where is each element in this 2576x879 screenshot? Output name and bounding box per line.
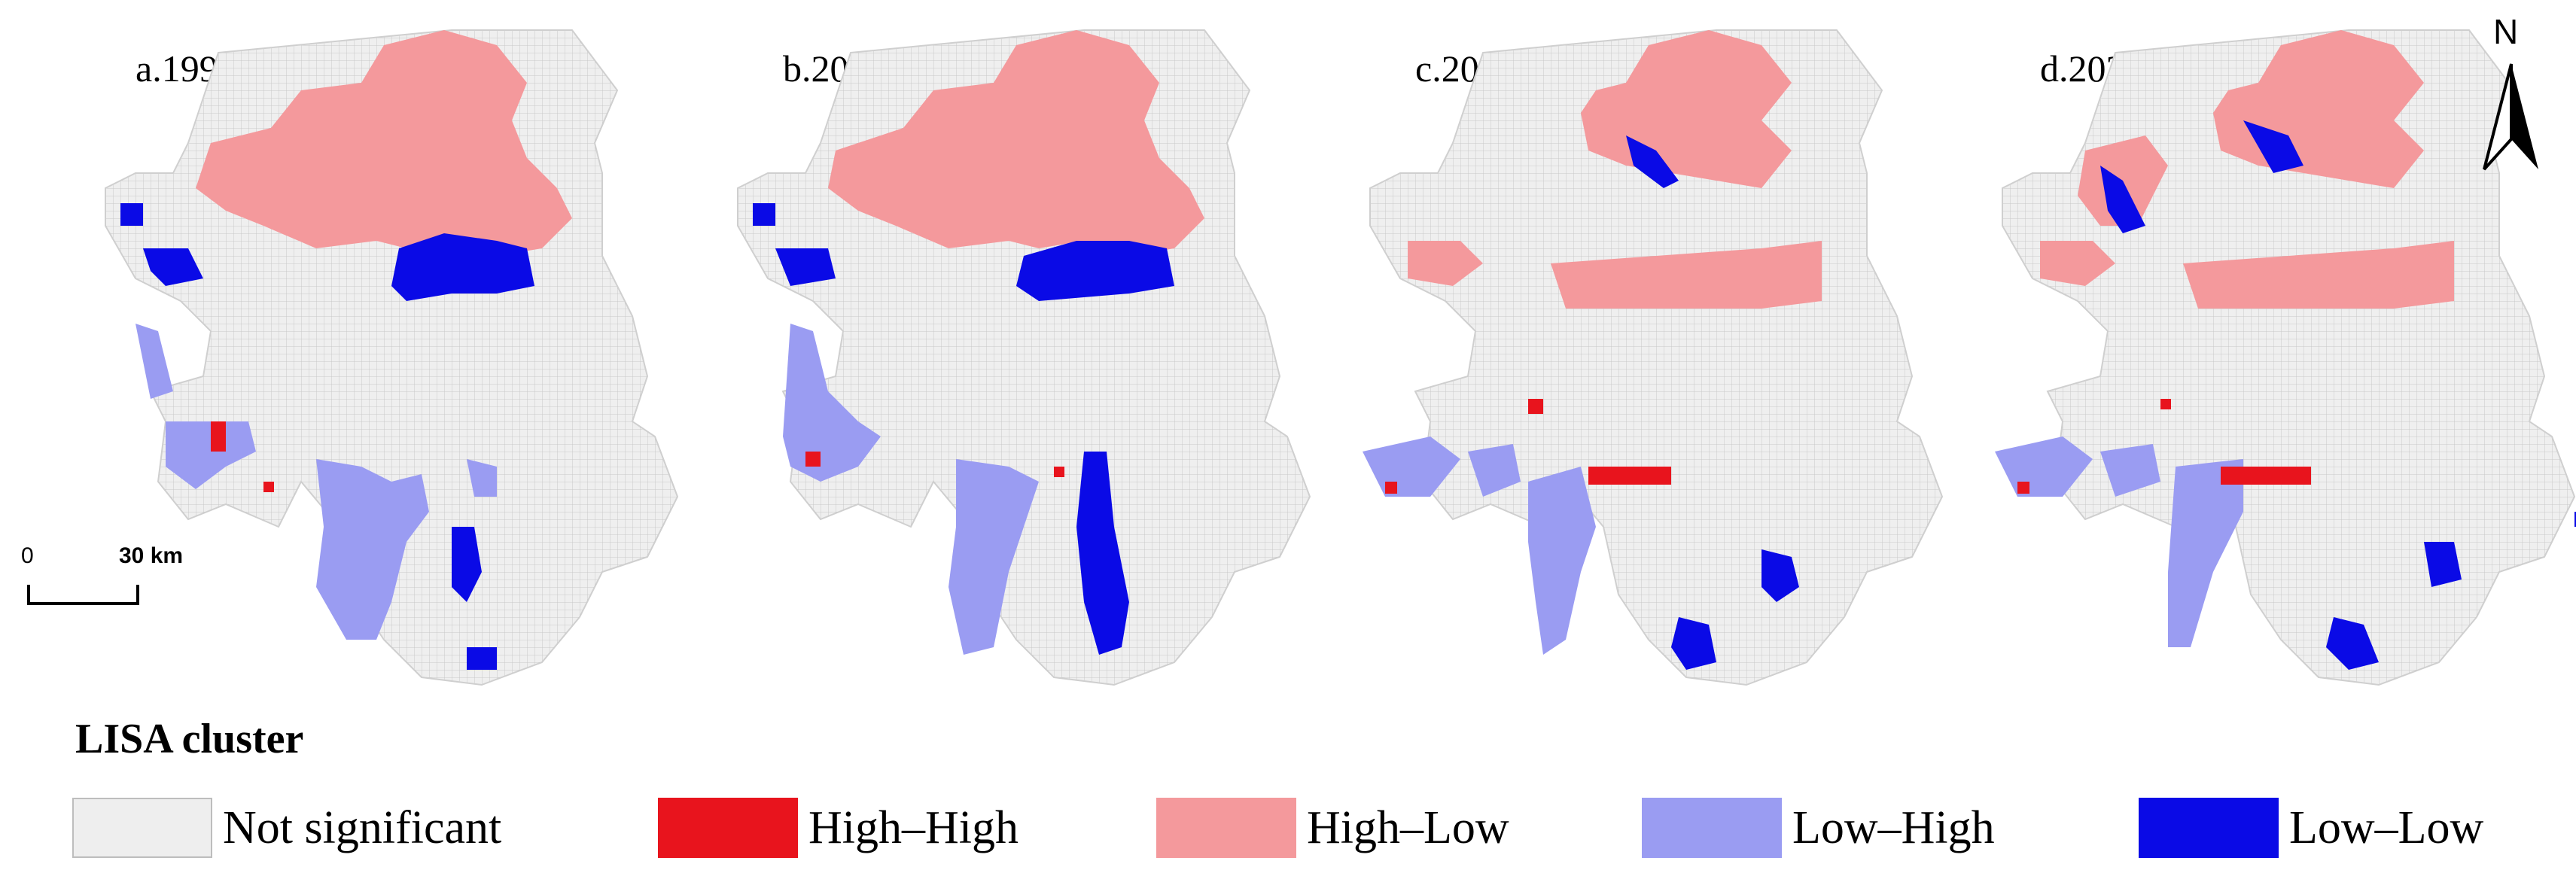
high-high-cluster <box>2017 482 2029 494</box>
low-low-cluster <box>1761 549 1799 602</box>
high-low-cluster <box>1551 241 1822 309</box>
low-low-cluster <box>1671 617 1716 670</box>
low-low-cluster <box>753 203 775 226</box>
map-panel-2000: b.2000 <box>708 0 1340 707</box>
map-panel-1990: a.1990 <box>75 0 708 707</box>
low-low-cluster <box>2243 120 2303 173</box>
legend-label: Low–Low <box>2289 801 2484 853</box>
north-label: N <box>2493 12 2519 51</box>
low-high-cluster <box>1468 444 1521 497</box>
high-low-cluster <box>828 30 1204 256</box>
high-high-cluster <box>1588 467 1671 485</box>
lisa-map <box>737 29 1311 686</box>
high-high-cluster <box>1385 482 1397 494</box>
legend-label: High–High <box>808 801 1019 853</box>
high-low-cluster <box>2183 241 2454 309</box>
low-high-cluster <box>783 324 881 482</box>
legend-label: Not significant <box>223 801 502 853</box>
low-low-cluster <box>2100 166 2145 233</box>
legend-label: Low–High <box>1792 801 1995 853</box>
low-low-cluster <box>391 233 534 301</box>
map-panel-2020: d.2020 <box>1972 0 2576 707</box>
high-high-cluster <box>1054 467 1064 477</box>
lisa-map <box>1363 29 1943 686</box>
low-high-cluster <box>316 459 429 640</box>
legend-swatch <box>1642 798 1782 858</box>
legend-swatch <box>72 798 212 858</box>
lisa-map <box>105 29 678 686</box>
low-high-cluster <box>467 459 497 497</box>
high-high-cluster <box>2221 467 2311 485</box>
low-low-cluster <box>467 647 497 670</box>
high-high-cluster <box>2160 399 2171 409</box>
low-low-cluster <box>2326 617 2379 670</box>
low-high-cluster <box>1528 467 1596 655</box>
north-arrow-icon <box>2483 63 2538 171</box>
low-low-cluster <box>775 248 836 286</box>
legend-title: LISA cluster <box>75 716 304 762</box>
legend-item-high-low: High–Low <box>1156 794 1509 862</box>
low-high-cluster <box>135 324 173 399</box>
legend-swatch <box>658 798 798 858</box>
scale-distance-label: 30 km <box>119 543 184 568</box>
high-low-cluster <box>196 30 572 256</box>
low-low-cluster <box>143 248 203 286</box>
low-high-cluster <box>166 421 256 489</box>
high-high-cluster <box>805 452 821 467</box>
legend: Not significant High–High High–Low Low–H… <box>72 794 2541 862</box>
legend-item-high-high: High–High <box>658 794 1019 862</box>
low-low-cluster <box>452 527 482 602</box>
low-low-cluster <box>2424 542 2462 587</box>
lisa-map <box>1995 29 2576 686</box>
scale-zero-label: 0 <box>21 543 34 568</box>
low-high-cluster <box>948 459 1039 655</box>
map-panel-2010: c.2010 <box>1340 0 1972 707</box>
legend-item-low-low: Low–Low <box>2139 794 2483 862</box>
low-high-cluster <box>2100 444 2160 497</box>
high-high-cluster <box>1528 399 1543 414</box>
legend-item-not-significant: Not significant <box>72 794 501 862</box>
legend-item-low-high: Low–High <box>1642 794 1995 862</box>
legend-swatch <box>2139 798 2279 858</box>
low-low-cluster <box>1076 452 1129 655</box>
legend-label: High–Low <box>1307 801 1509 853</box>
high-low-cluster <box>2040 241 2115 286</box>
low-low-cluster <box>1626 135 1679 188</box>
high-low-cluster <box>1408 241 1483 286</box>
low-low-cluster <box>2574 512 2576 527</box>
high-high-cluster <box>263 482 274 492</box>
low-high-cluster <box>2168 459 2243 647</box>
high-high-cluster <box>211 421 226 452</box>
legend-swatch <box>1156 798 1296 858</box>
low-low-cluster <box>120 203 143 226</box>
scale-bar <box>27 585 139 605</box>
low-low-cluster <box>1016 241 1174 301</box>
